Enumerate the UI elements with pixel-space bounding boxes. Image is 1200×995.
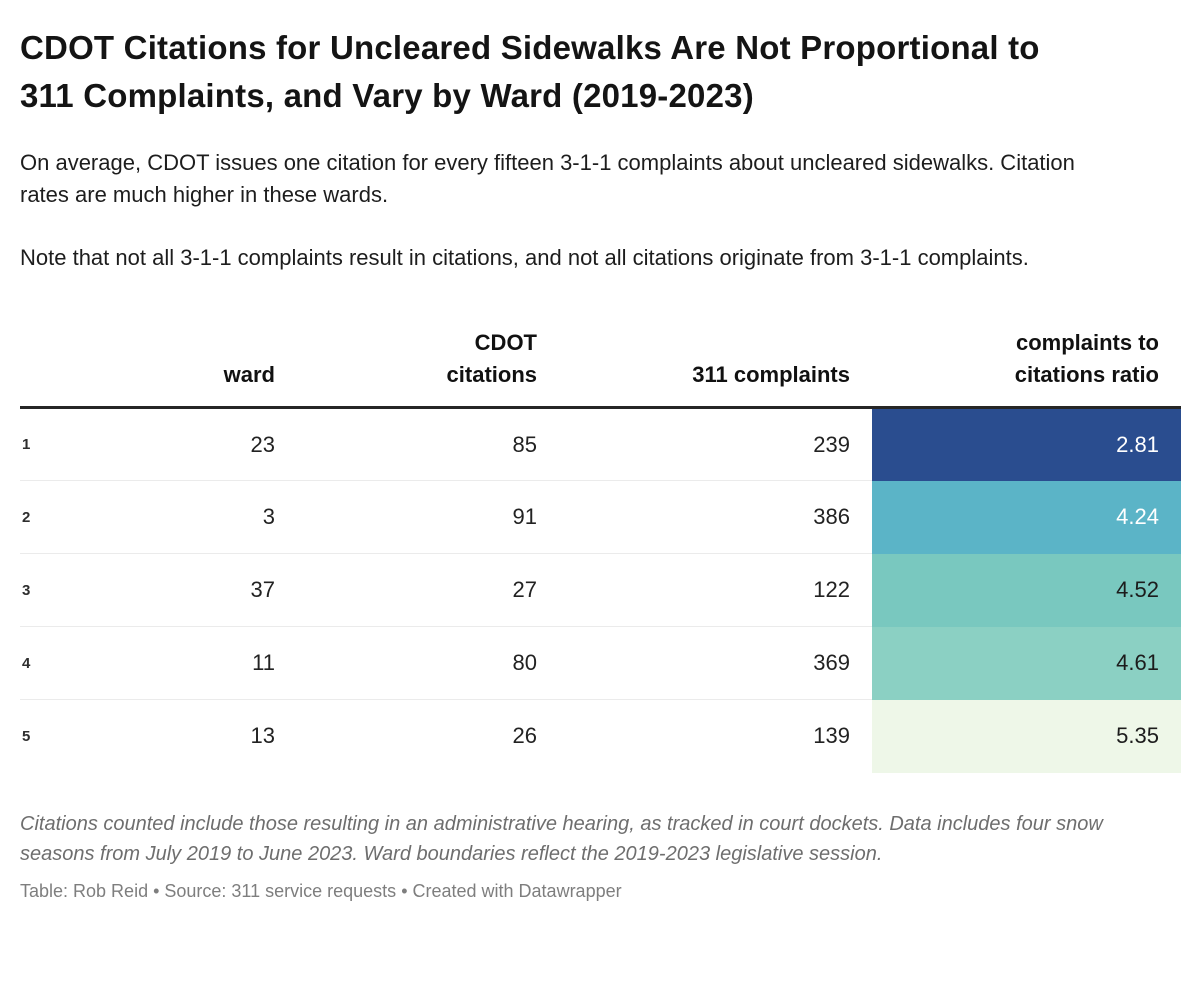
cell-cdot-citations: 80 (297, 627, 559, 700)
table-header-row: ward CDOT citations 311 complaints compl… (20, 327, 1181, 409)
chart-title: CDOT Citations for Uncleared Sidewalks A… (20, 29, 1040, 114)
cell-cdot-citations: 26 (512, 723, 537, 748)
chart-credit-line: Table: Rob Reid • Source: 311 service re… (20, 881, 1180, 902)
row-rank: 1 (20, 408, 60, 481)
source-link[interactable]: 311 service requests (231, 880, 397, 901)
table-row: 5 13 26 139 5.35 (20, 699, 1181, 773)
cell-311-complaints: 122 (559, 554, 872, 627)
cell-ward: 3 (60, 481, 297, 554)
column-header-index (20, 327, 60, 409)
cell-ratio-heatmap: 4.61 (872, 626, 1181, 700)
cell-cdot-citations: 91 (297, 481, 559, 554)
row-rank: 3 (20, 554, 60, 627)
cell-cdot-citations: 27 (297, 554, 559, 627)
cell-ward: 23 (60, 408, 297, 481)
table-row: 2 3 91 386 4.24 (20, 480, 1181, 554)
column-header-ward: ward (60, 327, 297, 409)
table-row: 1 23 85 239 2.81 (20, 407, 1181, 481)
cell-ratio-heatmap: 4.52 (872, 553, 1181, 627)
row-rank: 2 (20, 481, 60, 554)
cell-ward: 13 (250, 723, 275, 748)
row-rank: 4 (20, 627, 60, 700)
cell-311-complaints: 369 (559, 627, 872, 700)
cell-311-complaints: 139 (813, 723, 850, 748)
column-header-cdot-citations: CDOT citations (297, 327, 559, 409)
table-row: 4 11 80 369 4.61 (20, 626, 1181, 700)
chart-description-para1: On average, CDOT issues one citation for… (20, 150, 1075, 207)
cell-cdot-citations: 85 (297, 408, 559, 481)
chart-description-para2: Note that not all 3-1-1 complaints resul… (20, 245, 1029, 270)
cell-ratio-heatmap: 4.24 (872, 480, 1181, 554)
cell-311-complaints: 386 (559, 481, 872, 554)
cell-ratio-heatmap: 5.35 (872, 699, 1181, 773)
cell-ratio-heatmap: 2.81 (872, 407, 1181, 481)
credit-byline-and-source-label: Table: Rob Reid • Source: (20, 880, 232, 901)
table-row: 3 37 27 122 4.52 (20, 553, 1181, 627)
cell-ward: 11 (60, 627, 297, 700)
chart-footnote: Citations counted include those resultin… (20, 812, 1103, 865)
credit-created-with-label: • Created with (396, 880, 519, 901)
column-header-ratio: complaints to citations ratio (872, 327, 1181, 409)
cell-ward: 37 (60, 554, 297, 627)
column-header-311-complaints: 311 complaints (559, 327, 872, 409)
citations-table: ward CDOT citations 311 complaints compl… (20, 327, 1181, 773)
cell-311-complaints: 239 (559, 408, 872, 481)
datawrapper-brand-link[interactable]: Datawrapper (518, 880, 622, 901)
row-rank: 5 (22, 727, 31, 745)
